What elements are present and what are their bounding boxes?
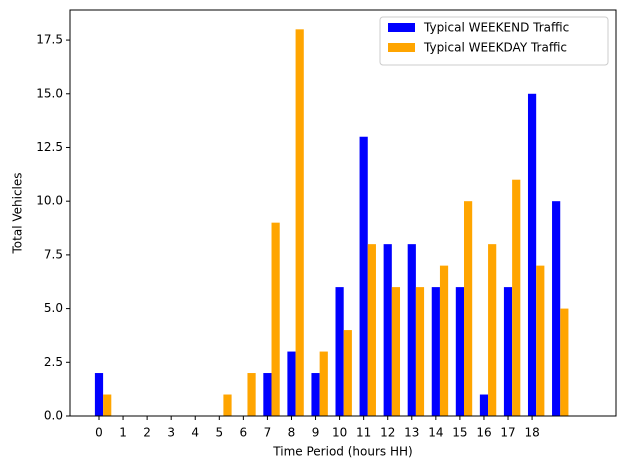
bar [431,287,440,416]
x-tick-label: 6 [240,426,248,440]
x-tick-label: 13 [404,426,419,440]
legend-swatch [388,23,415,32]
bar [335,287,344,416]
x-tick-label: 3 [167,426,175,440]
bar [391,287,401,416]
bar [359,136,368,417]
y-tick-label: 17.5 [36,33,63,47]
x-tick-label: 10 [332,426,347,440]
bar [503,287,513,416]
bar [367,244,376,416]
y-axis-label: Total Vehicles [11,172,25,254]
bar [407,244,416,416]
y-tick-label: 15.0 [36,86,63,100]
bar [415,287,425,416]
legend [379,16,609,66]
legend-swatch [388,43,415,52]
x-tick-label: 11 [356,426,371,440]
plot-frame [69,9,617,417]
x-tick-label: 8 [288,426,296,440]
x-tick-label: 16 [476,426,491,440]
x-tick-label: 4 [191,426,199,440]
bar [488,244,497,416]
bar [311,373,320,416]
bar [552,201,561,416]
bar [247,373,256,416]
bar [271,222,280,416]
y-tick-label: 2.5 [44,355,63,369]
y-tick-label: 5.0 [44,301,63,315]
x-tick-label: 0 [95,426,103,440]
bar [536,265,545,416]
legend-label: Typical WEEKEND Traffic [423,21,569,35]
x-tick-label: 5 [215,426,223,440]
y-tick-label: 7.5 [44,247,63,261]
y-tick-label: 10.0 [36,194,63,208]
x-axis-label: Time Period (hours HH) [272,445,412,459]
bar [103,394,112,416]
bar [455,287,464,416]
bar [263,373,272,416]
x-tick-label: 1 [119,426,127,440]
x-tick-label: 2 [143,426,151,440]
bar [223,394,232,416]
bar [383,244,392,416]
bar [464,201,473,416]
x-tick-label: 18 [524,426,539,440]
bar [295,29,304,416]
bar [512,179,521,416]
x-tick-label: 15 [452,426,467,440]
bar [527,93,537,417]
bar [343,330,352,416]
bar [287,351,296,416]
x-tick-label: 9 [312,426,320,440]
bar [94,373,104,416]
bar [319,351,328,416]
x-tick-label: 17 [500,426,515,440]
bar [439,265,449,416]
bar [479,394,489,416]
y-tick-label: 12.5 [36,140,63,154]
x-tick-label: 7 [264,426,272,440]
x-tick-label: 14 [428,426,443,440]
y-tick-label: 0.0 [44,409,63,423]
x-tick-label: 12 [380,426,395,440]
legend-label: Typical WEEKDAY Traffic [423,41,567,55]
bar [560,308,569,416]
